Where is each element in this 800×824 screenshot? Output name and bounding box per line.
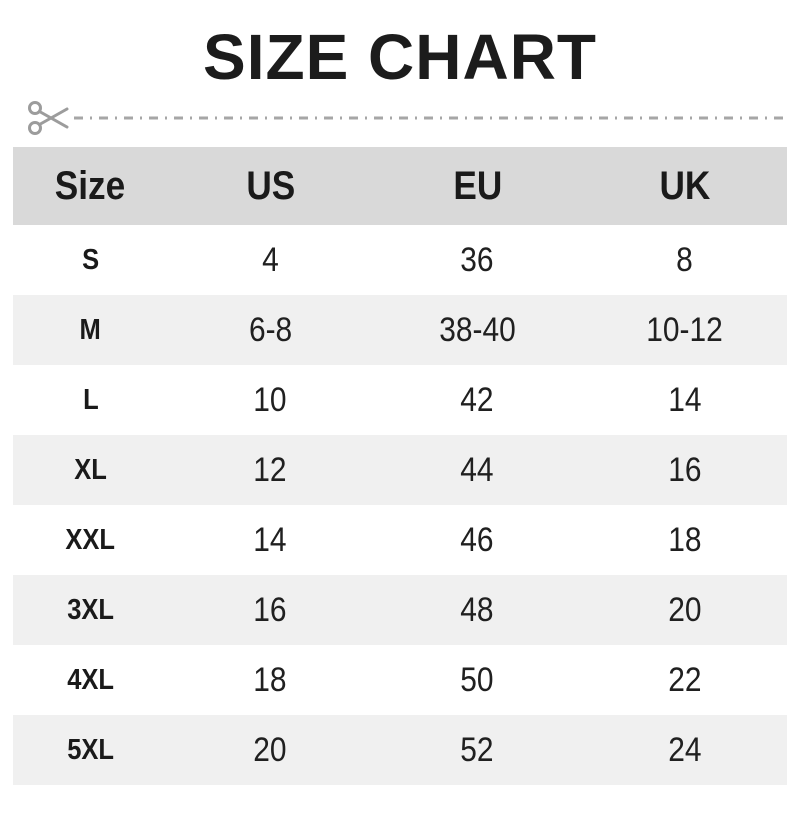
table-header-row: Size US EU UK	[13, 147, 787, 226]
us-cell: 20	[253, 730, 287, 769]
header-us: US	[245, 163, 295, 208]
table-row: S 4 36 8	[13, 225, 787, 295]
eu-cell: 50	[460, 660, 495, 699]
eu-cell: 44	[460, 450, 495, 489]
size-cell: 4XL	[66, 663, 114, 696]
eu-cell: 36	[460, 240, 495, 279]
eu-cell: 46	[460, 520, 495, 559]
table-row: L 10 42 14	[13, 365, 787, 435]
eu-cell: 52	[460, 730, 495, 769]
cut-line	[26, 93, 788, 143]
table-row: XL 12 44 16	[13, 435, 787, 506]
size-chart-table: Size US EU UK S 4 36 8 M 6-8 38-40 10-12…	[13, 147, 787, 786]
page-title: SIZE CHART	[203, 21, 597, 93]
uk-cell: 14	[667, 380, 702, 419]
table-row: 5XL 20 52 24	[13, 715, 787, 786]
us-cell: 6-8	[248, 310, 292, 349]
header-size: Size	[55, 163, 126, 208]
dash-dot-line	[74, 116, 788, 120]
size-cell: XXL	[65, 523, 116, 556]
header-eu: EU	[452, 163, 502, 208]
uk-cell: 10-12	[646, 310, 723, 349]
uk-cell: 24	[667, 730, 702, 769]
uk-cell: 18	[667, 520, 702, 559]
us-cell: 16	[253, 590, 287, 629]
size-cell: 3XL	[66, 593, 114, 626]
eu-cell: 48	[460, 590, 495, 629]
us-cell: 14	[253, 520, 287, 559]
size-cell: 5XL	[66, 733, 114, 766]
size-cell: S	[81, 243, 99, 276]
scissors-icon	[28, 101, 69, 136]
table-row: XXL 14 46 18	[13, 505, 787, 575]
uk-cell: 22	[667, 660, 702, 699]
us-cell: 10	[253, 380, 287, 419]
eu-cell: 38-40	[439, 310, 516, 349]
size-cell: M	[79, 313, 102, 346]
table-row: 4XL 18 50 22	[13, 645, 787, 715]
uk-cell: 8	[676, 240, 693, 279]
us-cell: 18	[253, 660, 287, 699]
us-cell: 12	[253, 450, 287, 489]
header-uk: UK	[658, 163, 710, 208]
uk-cell: 20	[667, 590, 702, 629]
table-row: 3XL 16 48 20	[13, 575, 787, 646]
table-row: M 6-8 38-40 10-12	[13, 295, 787, 366]
uk-cell: 16	[667, 450, 702, 489]
us-cell: 4	[262, 240, 279, 279]
size-cell: XL	[74, 453, 107, 486]
size-cell: L	[82, 383, 99, 416]
eu-cell: 42	[460, 380, 495, 419]
